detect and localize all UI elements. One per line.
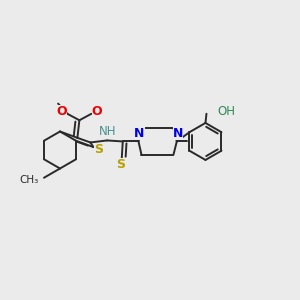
Text: O: O: [92, 105, 102, 118]
Text: N: N: [172, 127, 183, 140]
Text: CH₃: CH₃: [20, 175, 39, 185]
Text: OH: OH: [218, 105, 236, 119]
Text: N: N: [134, 127, 145, 140]
Text: S: S: [116, 158, 125, 171]
Text: O: O: [56, 105, 67, 118]
Text: NH: NH: [99, 125, 117, 139]
Text: S: S: [94, 142, 103, 156]
